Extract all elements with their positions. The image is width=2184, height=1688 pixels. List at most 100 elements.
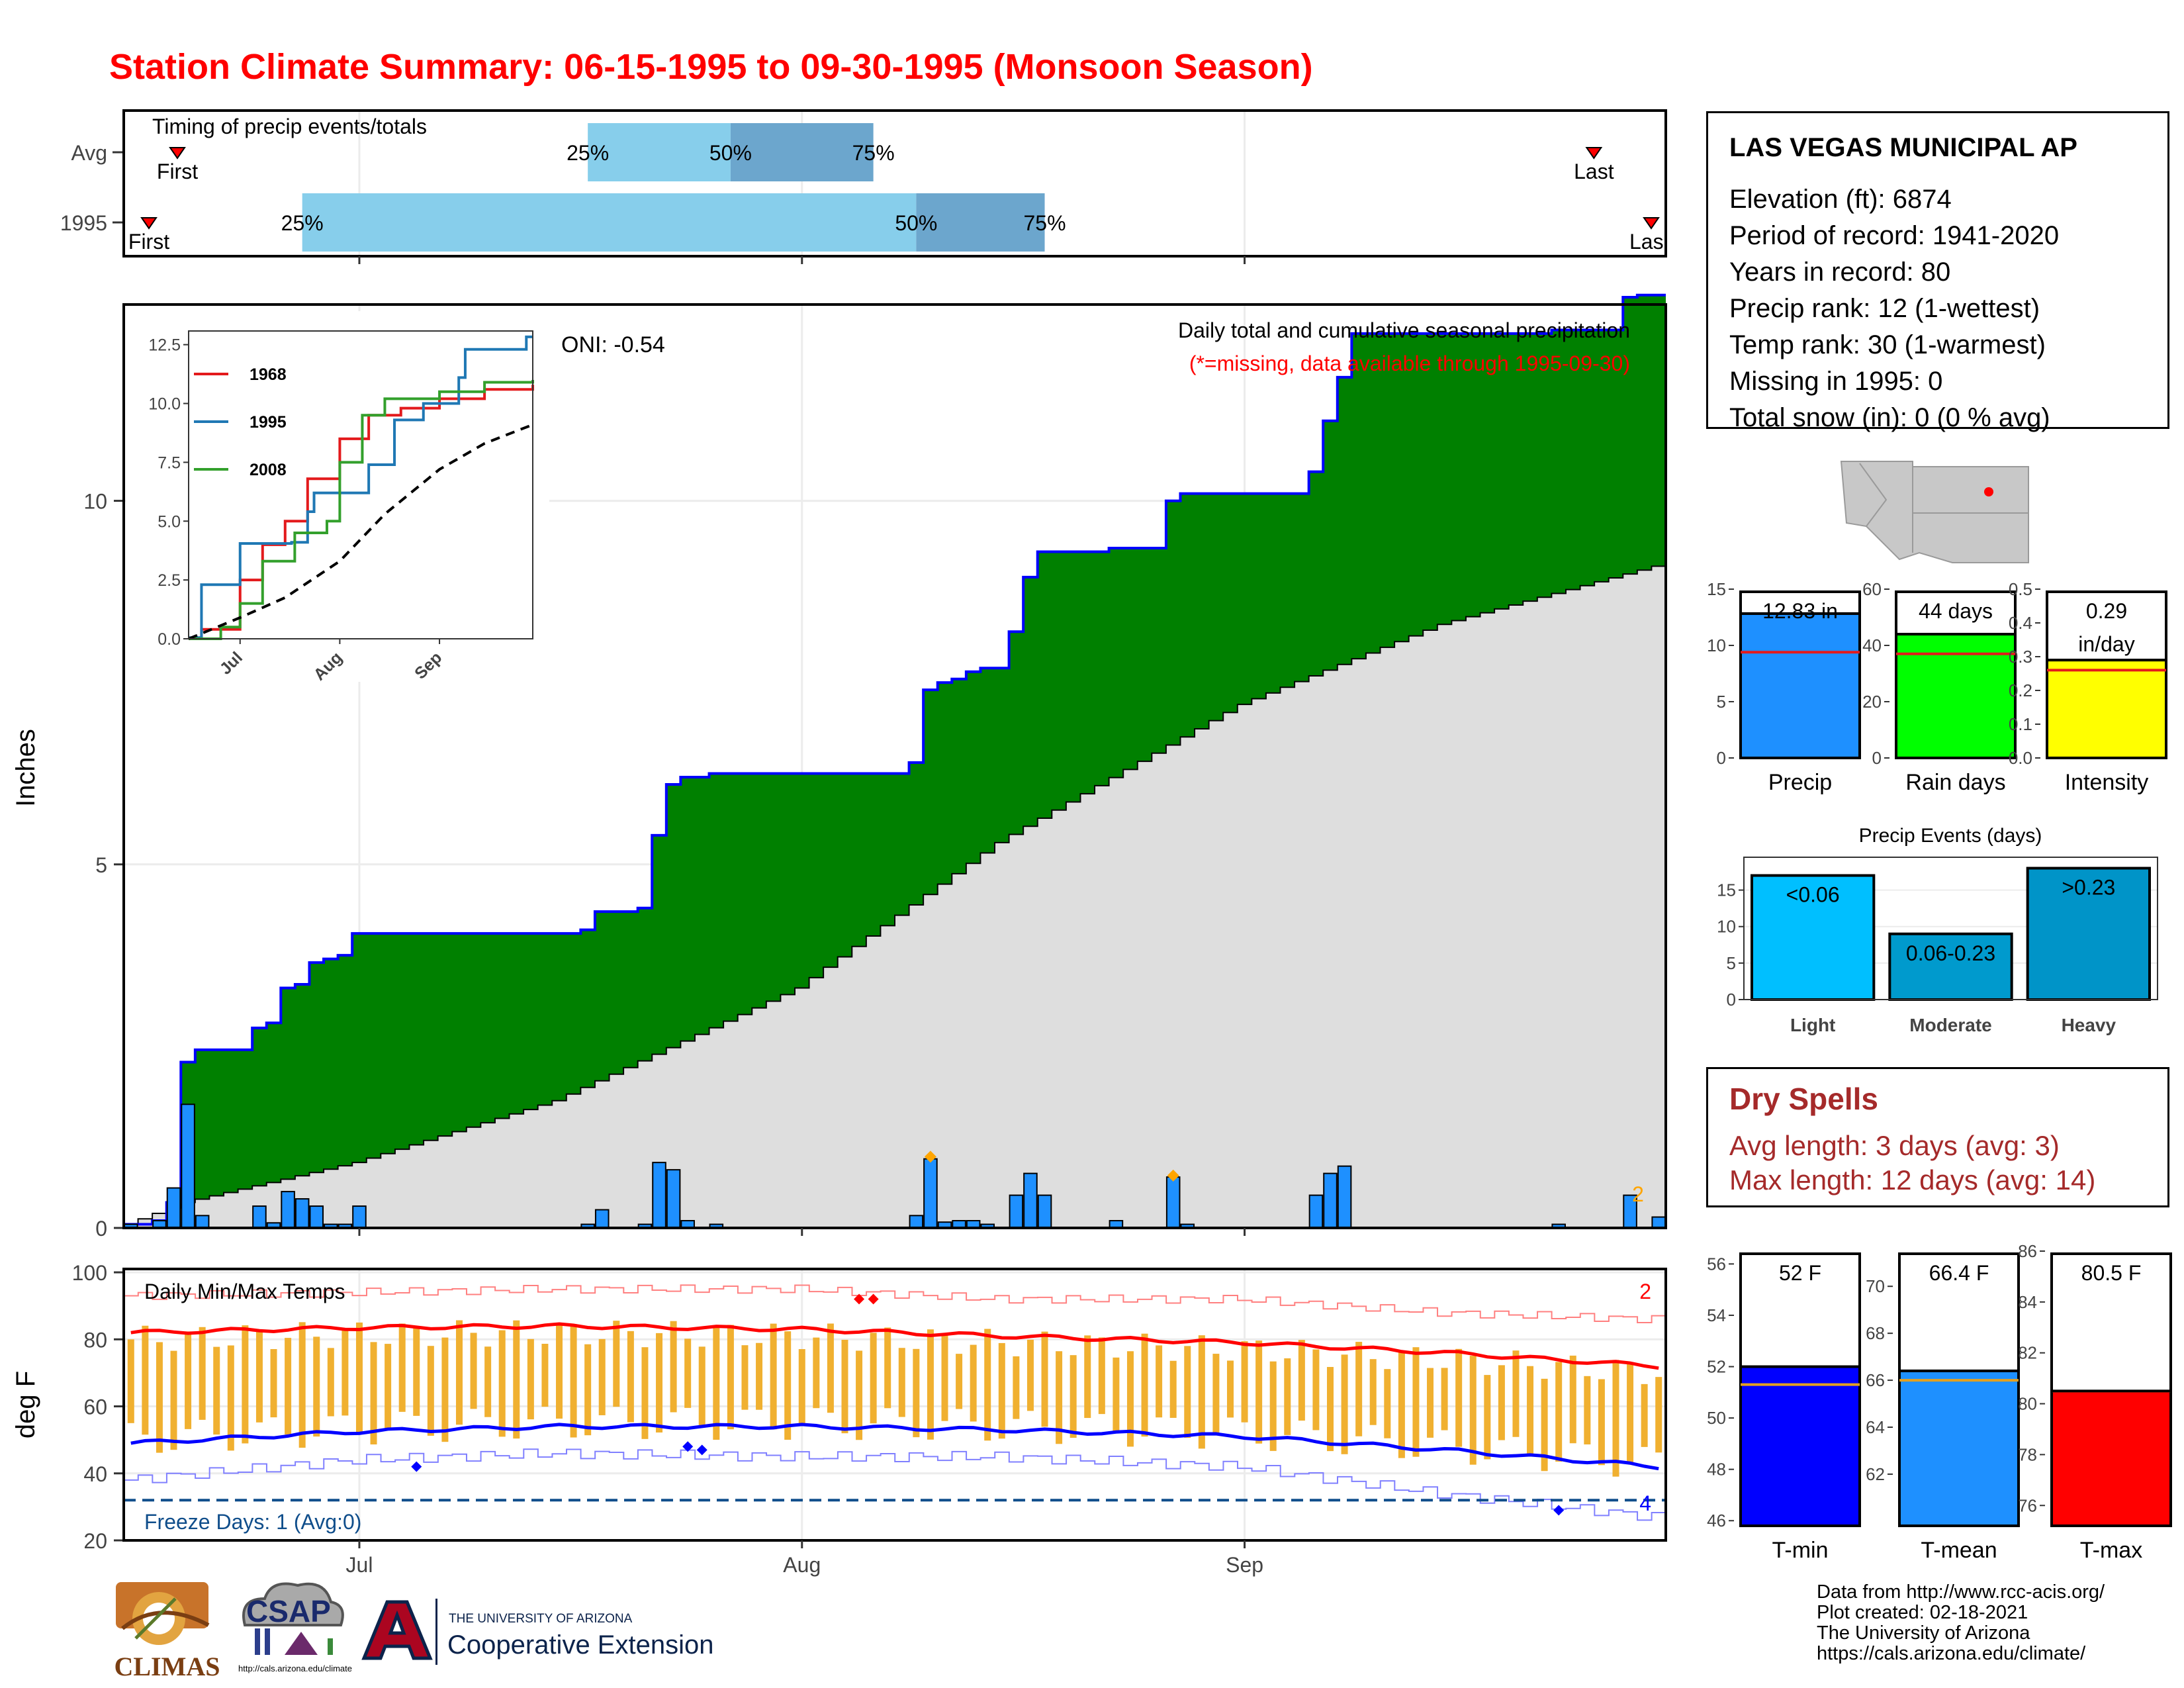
- daily-temp-bar: [684, 1338, 692, 1408]
- daily-temp-bar: [1427, 1368, 1434, 1438]
- timing-frame: [122, 109, 1667, 258]
- daily-temp-bar: [541, 1344, 549, 1407]
- mini-y-tick-label: 0.3: [2009, 647, 2032, 667]
- station-period: Period of record: 1941-2020: [1729, 221, 2060, 250]
- dry-spells-box: Dry Spells Avg length: 3 days (avg: 3) M…: [1706, 1067, 2169, 1207]
- daily-temp-bar: [1512, 1350, 1520, 1437]
- station-info-box: LAS VEGAS MUNICIPAL AP Elevation (ft): 6…: [1706, 111, 2169, 432]
- csap-url: http://cals.arizona.edu/climate: [238, 1664, 352, 1673]
- precip-annotation: Daily total and cumulative seasonal prec…: [1178, 318, 1630, 342]
- daily-temp-bar: [1126, 1351, 1134, 1447]
- daily-temp-bar: [527, 1338, 534, 1420]
- ua-a-icon: [361, 1600, 433, 1660]
- daily-temp-bar: [1455, 1348, 1463, 1447]
- timing-row-label: 1995: [60, 211, 107, 235]
- daily-temp-bar: [1212, 1354, 1220, 1435]
- daily-temp-bar: [613, 1321, 620, 1407]
- daily-precip-bar: [166, 1187, 181, 1229]
- oni-label: ONI: -0.54: [561, 332, 665, 357]
- daily-precip-bar: [281, 1191, 295, 1229]
- daily-precip-bar: [594, 1209, 610, 1229]
- daily-temp-bar: [1198, 1335, 1205, 1449]
- temp-plot-area: [124, 1269, 1666, 1540]
- mini-y-tick-label: 48: [1707, 1460, 1726, 1479]
- daily-temp-bar: [984, 1329, 991, 1441]
- precip-events-panel: Precip Events (days) <0.06 Light 0.06-0.23 M…: [1717, 825, 2158, 1035]
- timing-label-50: 50%: [895, 211, 937, 235]
- daily-temp-bar: [884, 1327, 891, 1409]
- timing-bar-q50-q75: [730, 123, 874, 181]
- mini-y-tick-label: 40: [1862, 635, 1882, 655]
- daily-temp-bar: [1584, 1376, 1591, 1445]
- mini-y-tick-label: 64: [1866, 1417, 1885, 1437]
- mini-value-label: 0.29: [2086, 599, 2127, 623]
- daily-temp-bar: [1355, 1342, 1363, 1436]
- mini-y-tick-label: 84: [2018, 1292, 2037, 1312]
- daily-precip-bar: [923, 1158, 938, 1229]
- daily-precip-bar: [652, 1162, 666, 1229]
- daily-temp-bar: [1141, 1333, 1148, 1437]
- inset-frame: [188, 330, 533, 639]
- daily-precip-bar: [1023, 1172, 1038, 1229]
- temp-y-tick-label: 100: [72, 1261, 107, 1285]
- station-precip-rank: Precip rank: 12 (1-wettest): [1729, 294, 2040, 323]
- daily-temp-bar: [1484, 1375, 1491, 1460]
- daily-temp-bar: [1469, 1356, 1477, 1465]
- daily-temp-bar: [1098, 1337, 1105, 1415]
- csap-logo-text: CSAP: [246, 1594, 331, 1628]
- credit-plot-created: Plot created: 02-18-2021: [1817, 1602, 2028, 1623]
- climas-emblem: [116, 1582, 210, 1645]
- mini-category-label: T-mean: [1921, 1538, 1997, 1563]
- inset-legend-label: 1995: [250, 413, 287, 432]
- daily-precip-bar: [352, 1205, 367, 1229]
- mini-y-tick-label: 15: [1707, 579, 1726, 599]
- season-totals-panel: 0 5 10 15 12.83 in Precip 0 20 40 60 44 days Rain d…: [1707, 579, 2173, 795]
- mini-value-bar: [2046, 659, 2167, 759]
- daily-temp-bar: [185, 1331, 192, 1429]
- daily-temp-bar: [1655, 1377, 1662, 1453]
- events-category-label: Moderate: [1909, 1015, 1991, 1035]
- daily-temp-bar: [427, 1346, 434, 1436]
- daily-temp-bar: [1226, 1360, 1234, 1418]
- credit-data-source: Data from http://www.rcc-acis.org/: [1817, 1581, 2105, 1603]
- mini-y-tick-label: 50: [1707, 1408, 1726, 1428]
- record-high-marker: [854, 1293, 865, 1305]
- temp-y-tick-label: 20: [83, 1529, 107, 1553]
- temp-means-panel: 46 48 50 52 54 56 52 F T-min 62 64 66 68 70 66.4 F T-m…: [1707, 1241, 2177, 1563]
- precip-frame: [122, 303, 1667, 1229]
- daily-precip-bar: [195, 1215, 210, 1229]
- daily-temp-bar: [898, 1348, 905, 1417]
- average-cumulative-line: [124, 565, 1666, 1225]
- ua-cooperative-extension-logo: THE UNIVERSITY OF ARIZONA Cooperative Ex…: [357, 1599, 754, 1671]
- daily-temp-bar: [498, 1330, 506, 1437]
- daily-temp-bar: [656, 1333, 663, 1433]
- station-years: Years in record: 80: [1729, 258, 1951, 287]
- events-y-tick-label: 5: [1727, 953, 1736, 973]
- daily-temp-bar: [913, 1348, 920, 1438]
- daily-temp-bar: [870, 1333, 877, 1424]
- dry-spells-avg: Avg length: 3 days (avg: 3): [1729, 1130, 2060, 1161]
- timing-bar-q25-q50: [588, 123, 731, 181]
- events-category-label: Light: [1790, 1015, 1835, 1035]
- inset-y-tick-label: 2.5: [158, 571, 181, 590]
- daily-temp-bar: [698, 1346, 705, 1426]
- timing-row-label: Avg: [71, 141, 107, 165]
- daily-temp-bar: [199, 1327, 206, 1420]
- daily-temp-bar: [584, 1344, 592, 1436]
- daily-precip-bar: [909, 1215, 924, 1229]
- dry-spells-max: Max length: 12 days (avg: 14): [1729, 1164, 2096, 1196]
- dry-spells-heading: Dry Spells: [1729, 1082, 1878, 1116]
- events-bar: [2026, 867, 2151, 1001]
- daily-temp-bar: [127, 1339, 134, 1423]
- mini-value-bar: [1898, 1369, 2020, 1527]
- daily-temp-bar: [441, 1337, 449, 1442]
- first-event-label: First: [128, 230, 169, 254]
- daily-temp-bar: [455, 1320, 463, 1425]
- credits: Data from http://www.rcc-acis.org/ Plot …: [1817, 1582, 2105, 1664]
- temp-panel: Daily Min/Max Temps Freeze Days: 1 (Avg:0…: [11, 1261, 1667, 1577]
- daily-precip-bar: [1337, 1165, 1352, 1229]
- record-low-marker: [696, 1444, 707, 1456]
- daily-temp-bar: [770, 1323, 777, 1430]
- temp-corner-count-bottom: 4: [1639, 1491, 1651, 1515]
- mini-value-label: 66.4 F: [1929, 1261, 1989, 1285]
